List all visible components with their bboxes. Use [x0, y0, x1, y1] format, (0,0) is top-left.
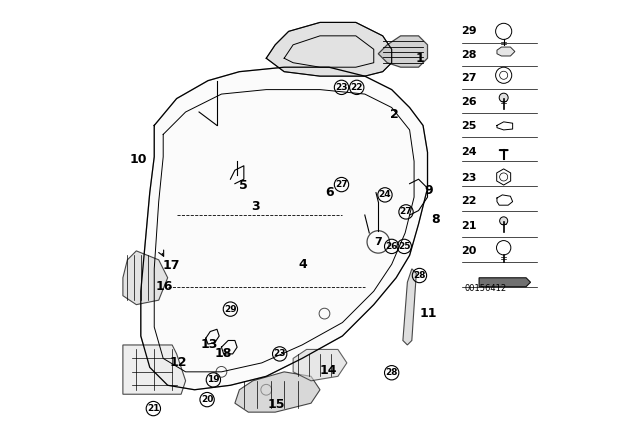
Text: 26: 26 [385, 242, 398, 251]
Text: 23: 23 [461, 173, 476, 183]
Text: 29: 29 [461, 26, 477, 36]
Polygon shape [497, 47, 515, 56]
Text: 6: 6 [326, 186, 334, 199]
Polygon shape [235, 372, 320, 412]
Polygon shape [123, 345, 186, 394]
Polygon shape [293, 349, 347, 381]
Text: 23: 23 [273, 349, 286, 358]
Text: 2: 2 [390, 108, 399, 121]
Text: 5: 5 [239, 179, 248, 193]
Polygon shape [123, 251, 168, 305]
Text: 1: 1 [415, 52, 424, 65]
Text: 9: 9 [424, 184, 433, 197]
Polygon shape [403, 269, 417, 345]
Text: 27: 27 [335, 180, 348, 189]
Text: 8: 8 [431, 213, 440, 226]
Text: 24: 24 [379, 190, 391, 199]
Text: 27: 27 [400, 207, 412, 216]
Text: 26: 26 [461, 97, 477, 107]
Circle shape [500, 217, 508, 225]
Text: 17: 17 [162, 258, 180, 272]
Text: 16: 16 [156, 280, 173, 293]
Polygon shape [378, 36, 428, 67]
Text: 4: 4 [299, 258, 307, 271]
Text: 22: 22 [351, 83, 363, 92]
Text: 28: 28 [385, 368, 398, 377]
Text: 7: 7 [374, 237, 382, 247]
Text: 28: 28 [413, 271, 426, 280]
Text: 11: 11 [420, 307, 437, 320]
Text: 25: 25 [398, 242, 410, 251]
Text: 20: 20 [461, 246, 476, 256]
Polygon shape [266, 22, 392, 76]
Text: 20: 20 [201, 395, 213, 404]
Text: 24: 24 [461, 147, 477, 157]
Text: 15: 15 [268, 397, 285, 411]
Text: 23: 23 [335, 83, 348, 92]
Text: 28: 28 [461, 50, 477, 60]
Text: 3: 3 [251, 199, 259, 213]
Text: 21: 21 [461, 221, 477, 231]
Text: 12: 12 [169, 356, 187, 370]
Text: 10: 10 [130, 152, 147, 166]
Text: 00156412: 00156412 [465, 284, 507, 293]
Text: 25: 25 [461, 121, 476, 131]
Text: 14: 14 [319, 364, 337, 378]
Polygon shape [479, 278, 531, 287]
Text: 21: 21 [147, 404, 159, 413]
Text: 29: 29 [224, 305, 237, 314]
Text: 18: 18 [214, 346, 232, 360]
Text: 27: 27 [461, 73, 477, 83]
Text: 13: 13 [200, 337, 218, 351]
Text: 19: 19 [207, 375, 220, 384]
Polygon shape [141, 67, 428, 390]
Circle shape [499, 93, 508, 102]
Text: 22: 22 [461, 196, 477, 206]
